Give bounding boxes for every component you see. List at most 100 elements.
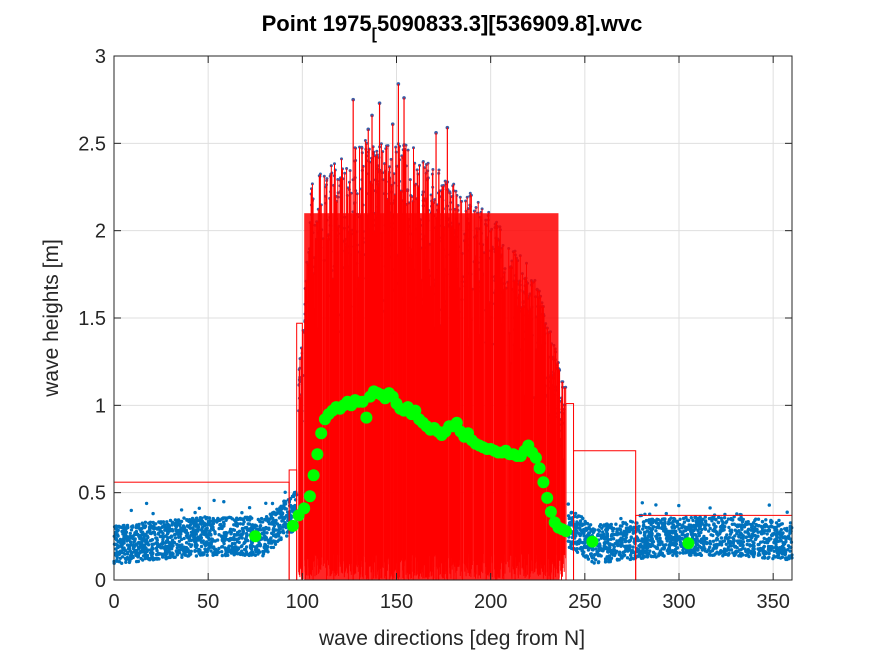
scatter-point <box>703 515 707 519</box>
scatter-point <box>266 550 270 554</box>
scatter-point <box>179 508 184 512</box>
scatter-point <box>751 547 755 551</box>
scatter-point <box>667 521 671 526</box>
scatter-point <box>756 517 761 521</box>
scatter-point <box>708 506 712 510</box>
scatter-point <box>250 541 254 545</box>
scatter-point <box>759 524 763 529</box>
scatter-point <box>612 553 617 558</box>
scatter-point <box>745 542 749 547</box>
scatter-point <box>651 518 656 523</box>
scatter-point <box>697 544 702 549</box>
scatter-point <box>217 533 221 537</box>
mean-point <box>298 502 311 515</box>
scatter-point <box>196 535 201 540</box>
scatter-point <box>143 520 148 524</box>
scatter-point <box>619 536 623 540</box>
scatter-point <box>261 520 265 524</box>
scatter-point <box>654 503 658 507</box>
scatter-point <box>631 545 635 549</box>
scatter-point <box>575 550 580 554</box>
scatter-point <box>621 521 625 526</box>
scatter-point <box>625 522 629 527</box>
scatter-point <box>765 538 769 542</box>
scatter-point <box>193 530 197 534</box>
scatter-point <box>188 552 193 556</box>
scatter-point <box>200 525 205 530</box>
scatter-point <box>573 529 578 534</box>
scatter-point <box>644 525 648 530</box>
scatter-point <box>199 544 204 549</box>
scatter-point <box>184 545 189 550</box>
scatter-point <box>262 531 266 535</box>
scatter-point <box>738 551 743 556</box>
scatter-point <box>566 539 571 543</box>
scatter-point <box>240 536 244 540</box>
scatter-point <box>588 527 592 531</box>
scatter-point <box>754 522 758 527</box>
scatter-point <box>286 518 290 523</box>
scatter-point <box>605 526 609 530</box>
scatter-point <box>121 551 126 555</box>
scatter-point <box>623 539 628 544</box>
scatter-point <box>713 525 717 530</box>
scatter-point <box>787 536 791 541</box>
scatter-point <box>771 556 775 561</box>
scatter-point <box>166 546 170 550</box>
scatter-point <box>198 548 202 553</box>
scatter-point <box>188 523 193 527</box>
scatter-point <box>151 511 155 516</box>
scatter-point <box>127 538 131 542</box>
scatter-point <box>616 543 620 548</box>
scatter-point <box>158 543 162 548</box>
scatter-point <box>694 553 698 557</box>
scatter-point <box>716 520 720 525</box>
scatter-point <box>603 540 608 544</box>
scatter-point <box>170 534 174 538</box>
scatter-point <box>204 531 208 535</box>
scatter-point <box>787 554 791 558</box>
scatter-point <box>621 550 625 554</box>
scatter-point <box>189 520 194 524</box>
mean-point <box>586 535 599 548</box>
scatter-point <box>173 518 178 522</box>
scatter-point <box>702 542 706 547</box>
scatter-point <box>237 536 241 541</box>
scatter-point <box>220 550 224 554</box>
scatter-point <box>270 531 274 535</box>
scatter-point <box>264 546 269 550</box>
scatter-point <box>600 548 604 553</box>
scatter-point <box>604 558 608 562</box>
scatter-point <box>602 537 607 541</box>
scatter-point <box>256 552 260 556</box>
scatter-point <box>704 540 709 545</box>
scatter-point <box>164 553 168 557</box>
scatter-point <box>728 539 732 544</box>
scatter-point <box>708 542 713 546</box>
scatter-point <box>580 529 584 533</box>
scatter-point <box>699 553 703 557</box>
scatter-point <box>702 523 706 527</box>
scatter-point <box>156 556 160 561</box>
scatter-point <box>757 547 762 551</box>
scatter-point <box>143 539 147 543</box>
scatter-point <box>241 528 245 532</box>
scatter-point <box>165 532 170 536</box>
scatter-point <box>234 519 238 524</box>
scatter-point <box>199 533 203 537</box>
scatter-point <box>752 544 756 548</box>
scatter-point <box>629 557 633 561</box>
scatter-point <box>179 519 184 524</box>
scatter-point <box>778 536 782 540</box>
scatter-point <box>647 552 651 556</box>
scatter-point <box>765 532 769 536</box>
scatter-point <box>179 547 183 552</box>
scatter-point <box>746 538 750 543</box>
scatter-point <box>120 529 124 534</box>
scatter-point <box>728 532 733 536</box>
scatter-point <box>668 534 673 539</box>
scatter-point <box>134 529 139 534</box>
scatter-point <box>167 540 171 545</box>
scatter-point <box>776 552 780 556</box>
scatter-point <box>122 546 126 550</box>
